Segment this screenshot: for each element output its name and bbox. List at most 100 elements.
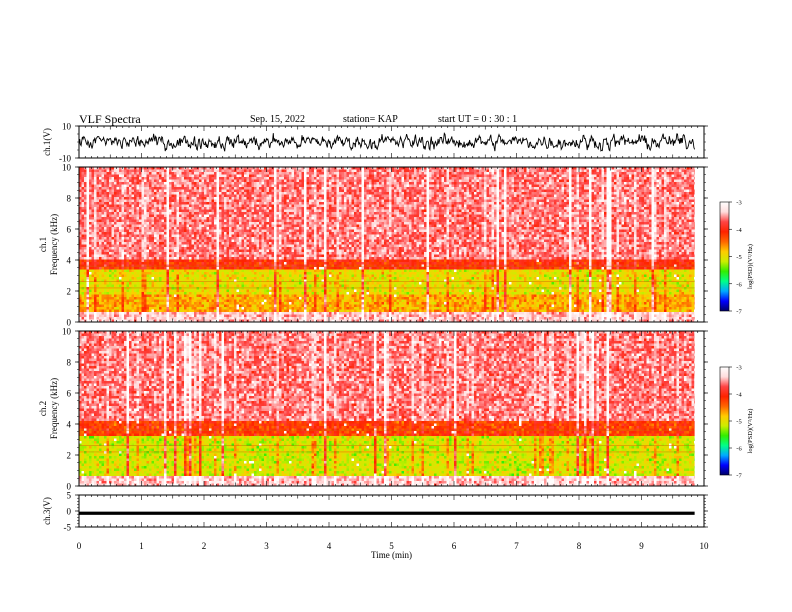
- spectrogram-cell: [124, 202, 127, 205]
- spectrogram-cell: [92, 217, 95, 220]
- spectrogram-cell: [549, 215, 552, 218]
- spectrogram-cell: [612, 195, 615, 198]
- spectrogram-cell: [372, 187, 375, 190]
- spectrogram-cell: [349, 200, 352, 203]
- spectrogram-cell: [252, 197, 255, 200]
- spectrogram-cell: [509, 202, 512, 205]
- spectrogram-cell: [129, 212, 132, 215]
- spectrogram-cell: [579, 190, 582, 193]
- spectrogram-cell: [102, 205, 105, 208]
- spectrogram-cell: [597, 197, 600, 200]
- spectrogram-cell: [169, 190, 172, 193]
- spectrogram-cell: [324, 215, 327, 218]
- spectrogram-cell: [484, 180, 487, 183]
- spectrogram-cell: [662, 177, 665, 180]
- spectrogram-cell: [149, 190, 152, 193]
- spectrogram-cell: [539, 185, 542, 188]
- spectrogram-cell: [599, 210, 602, 213]
- spectrogram-cell: [537, 195, 540, 198]
- spectrogram-cell: [189, 202, 192, 205]
- spectrogram-cell: [694, 212, 695, 215]
- spectrogram-cell: [659, 175, 662, 178]
- spectrogram-cell: [217, 195, 220, 198]
- spectrogram-cell: [682, 190, 685, 193]
- spectrogram-cell: [397, 190, 400, 193]
- spectrogram-cell: [134, 175, 137, 178]
- spectrogram-cell: [519, 210, 522, 213]
- spectrogram-cell: [592, 197, 595, 200]
- spectrogram-cell: [402, 177, 405, 180]
- spectrogram-cell: [227, 192, 230, 195]
- spectrogram-cell: [589, 212, 592, 215]
- spectrogram-cell: [597, 202, 600, 205]
- spectrogram-cell: [502, 202, 505, 205]
- spectrogram-cell: [159, 172, 162, 175]
- spectrogram-cell: [392, 192, 395, 195]
- spectrogram-cell: [512, 202, 515, 205]
- spectrogram-cell: [479, 190, 482, 193]
- spectrogram-cell: [142, 170, 145, 173]
- spectrogram-cell: [147, 215, 150, 218]
- spectrogram-cell: [219, 180, 222, 183]
- spectrogram-cell: [567, 187, 570, 190]
- spectrogram-cell: [109, 172, 112, 175]
- spectrogram-cell: [639, 170, 642, 173]
- spectrogram-cell: [479, 205, 482, 208]
- spectrogram-cell: [289, 200, 292, 203]
- spectrogram-cell: [152, 192, 155, 195]
- spectrogram-cell: [264, 197, 267, 200]
- spectrogram-cell: [282, 187, 285, 190]
- spectrogram-cell: [247, 200, 250, 203]
- spectrogram-cell: [397, 195, 400, 198]
- spectrogram-cell: [362, 210, 365, 213]
- spectrogram-cell: [352, 177, 355, 180]
- spectrogram-cell: [519, 172, 522, 175]
- spectrogram-cell: [559, 202, 562, 205]
- spectrogram-cell: [557, 207, 560, 210]
- spectrogram-cell: [317, 195, 320, 198]
- spectrogram-cell: [537, 207, 540, 210]
- spectrogram-cell: [92, 192, 95, 195]
- spectrogram-cell: [692, 212, 695, 215]
- spectrogram-cell: [384, 197, 387, 200]
- spectrogram-cell: [414, 202, 417, 205]
- spectrogram-cell: [234, 215, 237, 218]
- spectrogram-cell: [277, 212, 280, 215]
- spectrogram-cell: [207, 170, 210, 173]
- spectrogram-cell: [572, 195, 575, 198]
- spectrogram-cell: [244, 175, 247, 178]
- spectrogram-cell: [334, 180, 337, 183]
- spectrogram-cell: [527, 200, 530, 203]
- spectrogram-cell: [429, 170, 432, 173]
- spectrogram-cell: [599, 180, 602, 183]
- spectrogram-cell: [344, 192, 347, 195]
- spectrogram-cell: [369, 197, 372, 200]
- spectrogram-cell: [642, 197, 645, 200]
- spectrogram-cell: [509, 172, 512, 175]
- spectrogram-cell: [607, 185, 610, 188]
- spectrogram-cell: [477, 172, 480, 175]
- spectrogram-cell: [474, 185, 477, 188]
- spectrogram-cell: [407, 215, 410, 218]
- spectrogram-cell: [224, 200, 227, 203]
- spectrogram-cell: [544, 170, 547, 173]
- spectrogram-cell: [199, 175, 202, 178]
- spectrogram-cell: [522, 170, 525, 173]
- spectrogram-cell: [342, 212, 345, 215]
- spectrogram-cell: [449, 212, 452, 215]
- spectrogram-cell: [257, 190, 260, 193]
- spectrogram-cell: [574, 190, 577, 193]
- spectrogram-cell: [567, 215, 570, 218]
- spectrogram-cell: [207, 172, 210, 175]
- spectrogram-cell: [357, 202, 360, 205]
- spectrogram-cell: [482, 175, 485, 178]
- spectrogram-cell: [599, 192, 602, 195]
- spectrogram-cell: [487, 170, 490, 173]
- spectrogram-cell: [632, 172, 635, 175]
- spectrogram-cell: [172, 212, 175, 215]
- spectrogram-cell: [474, 205, 477, 208]
- spectrogram-cell: [247, 187, 250, 190]
- spectrogram-cell: [229, 200, 232, 203]
- spectrogram-cell: [649, 190, 652, 193]
- spectrogram-cell: [572, 175, 575, 178]
